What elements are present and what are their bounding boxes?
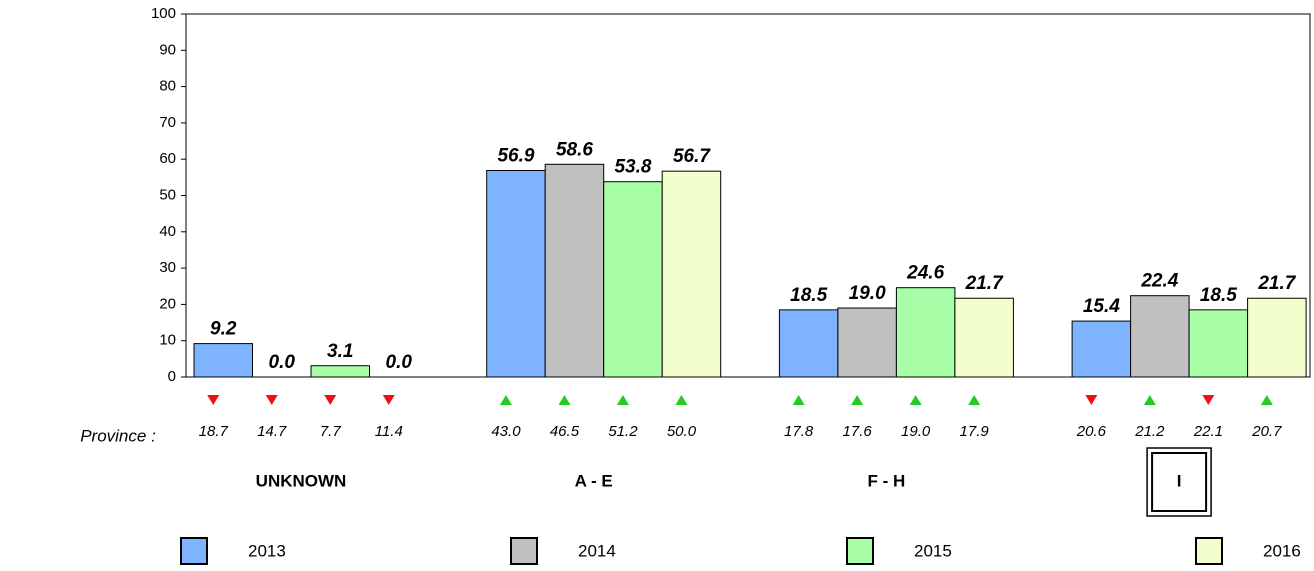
highlight-box-outer <box>1146 447 1212 517</box>
bar <box>837 307 897 378</box>
compare-label: 20.6 <box>1076 423 1107 440</box>
trend-marker <box>1260 395 1273 405</box>
y-tick-label: 50 <box>159 186 176 203</box>
bar <box>661 170 722 378</box>
legend-swatch <box>180 537 208 565</box>
compare-label: 17.8 <box>784 423 814 440</box>
legend-label: 2014 <box>578 541 616 560</box>
legend-label: 2013 <box>248 541 286 560</box>
compare-label: 51.2 <box>608 423 638 440</box>
category-label: I <box>1177 471 1182 490</box>
y-tick-label: 80 <box>159 78 176 95</box>
legend-label: 2016 <box>1263 541 1301 560</box>
y-tick-label: 0 <box>168 368 176 385</box>
bar <box>310 365 370 378</box>
y-tick-label: 30 <box>159 259 176 276</box>
bar <box>544 163 605 378</box>
trend-marker <box>792 395 805 405</box>
legend-swatch <box>846 537 874 565</box>
value-label: 21.7 <box>965 273 1004 294</box>
compare-label: 19.0 <box>901 423 931 440</box>
trend-marker <box>382 395 395 405</box>
x-axis-label: Province : <box>80 426 156 445</box>
bar <box>778 309 839 378</box>
value-label: 19.0 <box>849 283 886 304</box>
value-label: 18.5 <box>1200 285 1237 306</box>
trend-marker <box>1085 395 1098 405</box>
value-label: 58.6 <box>556 139 593 160</box>
compare-label: 43.0 <box>491 423 521 440</box>
value-label: 18.5 <box>790 285 827 306</box>
compare-label: 50.0 <box>667 423 697 440</box>
compare-label: 20.7 <box>1251 423 1282 440</box>
trend-marker <box>265 395 278 405</box>
trend-marker <box>909 395 922 405</box>
trend-marker <box>558 395 571 405</box>
bar <box>954 297 1014 378</box>
value-label: 24.6 <box>906 263 944 284</box>
compare-label: 7.7 <box>320 423 342 440</box>
value-label: 56.7 <box>673 146 711 167</box>
legend-swatch <box>510 537 538 565</box>
compare-label: 22.1 <box>1193 423 1223 440</box>
y-tick-label: 60 <box>159 150 176 167</box>
compare-label: 14.7 <box>257 423 287 440</box>
compare-label: 17.9 <box>960 423 990 440</box>
compare-label: 11.4 <box>375 423 403 440</box>
value-label: 21.7 <box>1257 273 1296 294</box>
bar <box>486 169 546 378</box>
bar <box>895 287 956 378</box>
legend-label: 2015 <box>914 541 952 560</box>
value-label: 22.4 <box>1140 271 1178 292</box>
trend-marker <box>324 395 337 405</box>
compare-label: 21.2 <box>1134 423 1165 440</box>
value-label: 3.1 <box>327 341 353 362</box>
trend-marker <box>207 395 220 405</box>
y-tick-label: 20 <box>159 295 176 312</box>
compare-label: 17.6 <box>843 423 873 440</box>
y-tick-label: 40 <box>159 223 176 240</box>
bar <box>603 181 663 378</box>
category-label: UNKNOWN <box>256 471 347 490</box>
legend-swatch <box>1195 537 1223 565</box>
trend-marker <box>851 395 864 405</box>
trend-marker <box>1143 395 1156 405</box>
compare-label: 18.7 <box>199 423 229 440</box>
bar <box>1071 320 1132 378</box>
trend-marker <box>616 395 629 405</box>
trend-marker <box>1202 395 1215 405</box>
bar <box>1188 309 1249 378</box>
bar <box>1247 297 1307 378</box>
value-label: 9.2 <box>210 319 237 340</box>
trend-marker <box>675 395 688 405</box>
category-label: F - H <box>868 471 906 490</box>
value-label: 0.0 <box>386 352 413 373</box>
value-label: 0.0 <box>269 352 296 373</box>
compare-label: 46.5 <box>550 423 580 440</box>
value-label: 56.9 <box>497 145 534 166</box>
bar <box>1130 295 1190 378</box>
y-tick-label: 100 <box>151 5 176 22</box>
value-label: 15.4 <box>1083 296 1120 317</box>
highlight-box-inner <box>1151 452 1208 512</box>
category-label: A - E <box>575 471 613 490</box>
trend-marker <box>499 395 512 405</box>
trend-marker <box>968 395 981 405</box>
bar <box>193 343 253 378</box>
y-tick-label: 10 <box>159 332 176 349</box>
value-label: 53.8 <box>614 157 651 178</box>
y-tick-label: 70 <box>159 114 176 131</box>
y-tick-label: 90 <box>159 41 176 58</box>
